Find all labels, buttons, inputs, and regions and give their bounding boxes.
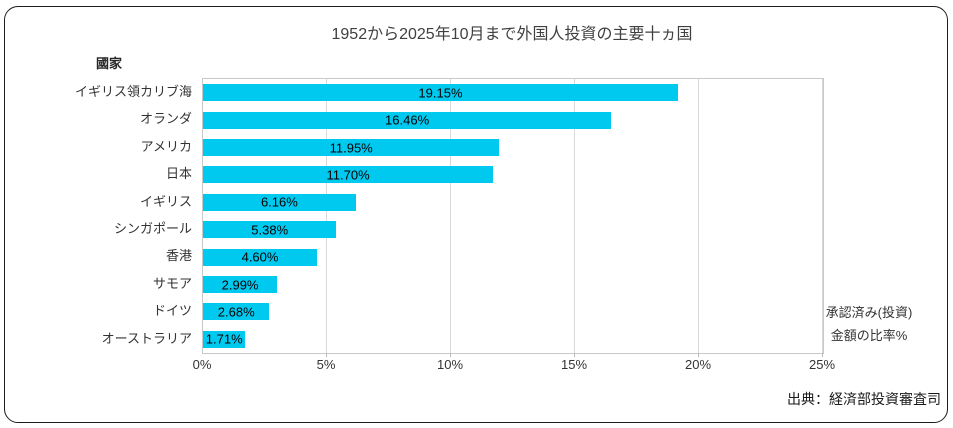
bar xyxy=(203,248,318,266)
category-label: オーストラリア xyxy=(101,330,192,346)
bar-value-label: 6.16% xyxy=(260,194,298,210)
category-label: 香港 xyxy=(165,248,192,264)
y-axis-title: 國家 xyxy=(96,56,123,71)
legend-annotation-line2: 金額の比率% xyxy=(830,328,908,343)
category-label: オランダ xyxy=(139,111,192,127)
bar xyxy=(203,193,356,211)
x-tick-label: 5% xyxy=(316,357,336,372)
bar xyxy=(203,111,612,129)
bar-value-label: 11.95% xyxy=(329,140,373,155)
gridline xyxy=(450,79,451,353)
category-label: サモア xyxy=(152,275,192,291)
chart-title: 1952から2025年10月まで外国人投資の主要十ヵ国 xyxy=(331,26,693,43)
x-tick-label: 10% xyxy=(436,357,464,372)
bar xyxy=(203,303,270,321)
category-label: イギリス領カリブ海 xyxy=(74,84,192,99)
legend-annotation-line1: 承認済み(投資) xyxy=(825,305,913,320)
plot-area: 19.15% 16.46% 11.95% 11.70% 6.16% 5.38% 4.60% 2… xyxy=(202,78,824,357)
category-label: シンガポール xyxy=(113,221,192,236)
gridline xyxy=(574,79,575,353)
bar-value-label: 16.46% xyxy=(385,112,430,128)
x-tick-label: 15% xyxy=(560,357,588,372)
category-axis: イギリス領カリブ海オランダアメリカ日本イギリスシンガポール香港サモアドイツオース… xyxy=(0,78,192,352)
x-axis: 0% 5% 10% 15% 20% 25% xyxy=(193,357,835,375)
bar-value-label: 4.60% xyxy=(241,249,279,265)
source-note: 出典：経済部投資審査司 xyxy=(787,391,941,407)
bar-value-label: 5.38% xyxy=(251,222,289,238)
category-label: ドイツ xyxy=(152,303,192,319)
x-tick-label: 25% xyxy=(808,357,836,372)
bar xyxy=(203,330,246,348)
bar xyxy=(203,221,337,239)
category-label: 日本 xyxy=(165,166,192,182)
x-tick-label: 20% xyxy=(684,357,712,372)
x-tick-mark xyxy=(574,353,575,357)
legend-annotation: 承認済み(投資) 金額の比率% xyxy=(798,301,940,347)
category-label: イギリス xyxy=(139,193,192,209)
x-tick-mark xyxy=(822,353,823,357)
bar xyxy=(203,84,678,102)
gridline xyxy=(822,79,823,353)
bar-value-label: 1.71% xyxy=(205,331,243,347)
bar xyxy=(203,139,500,156)
bar xyxy=(203,276,278,293)
gridline xyxy=(698,79,699,353)
bar-value-label: 2.99% xyxy=(221,277,259,292)
x-tick-mark xyxy=(450,353,451,357)
bar-value-label: 2.68% xyxy=(217,304,255,320)
x-tick-mark xyxy=(698,353,699,357)
gridline xyxy=(326,79,327,353)
bar-value-label: 19.15% xyxy=(418,85,463,101)
bar xyxy=(203,166,494,184)
x-tick-label: 0% xyxy=(192,357,212,372)
category-label: アメリカ xyxy=(140,138,192,154)
bar-value-label: 11.70% xyxy=(326,167,370,183)
x-tick-mark xyxy=(326,353,327,357)
